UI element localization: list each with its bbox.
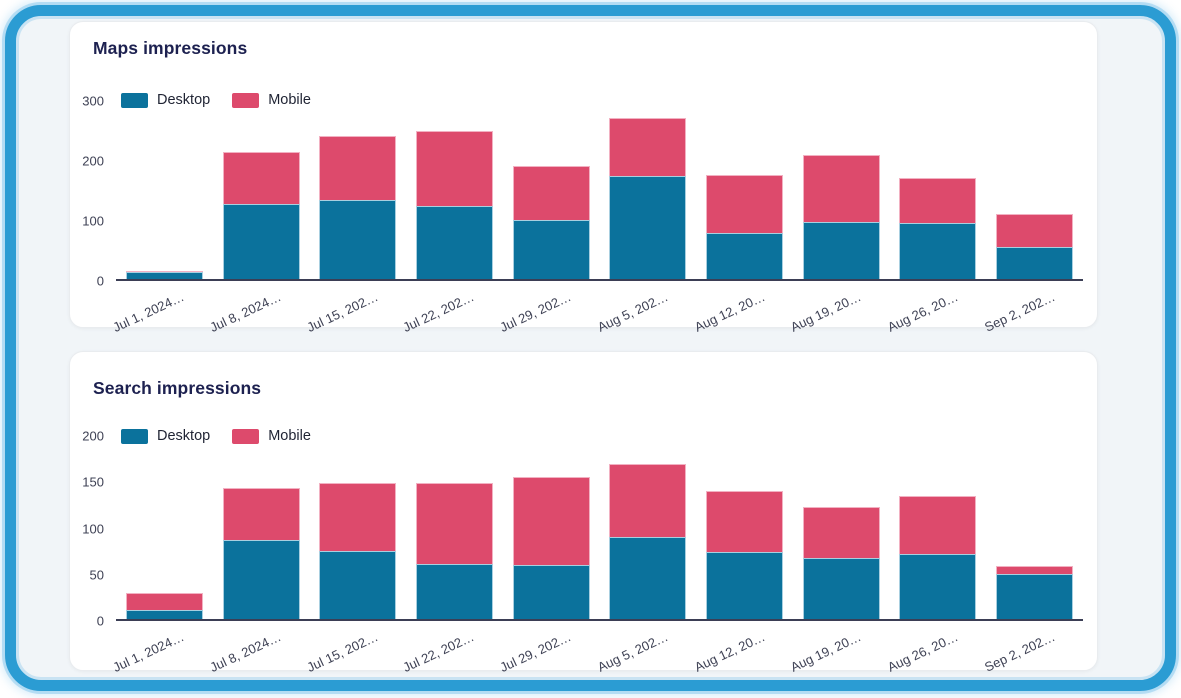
bar-segment-mobile[interactable] (512, 477, 590, 566)
bar-segment-desktop[interactable] (899, 554, 977, 619)
bar-segment-mobile[interactable] (222, 152, 300, 204)
bar-group (802, 507, 880, 619)
bar-segment-desktop[interactable] (802, 222, 880, 279)
bar-segment-desktop[interactable] (996, 573, 1074, 619)
bar-group (319, 135, 397, 279)
bar-segment-desktop[interactable] (609, 536, 687, 619)
bar-group (415, 483, 493, 619)
bar-segment-desktop[interactable] (415, 564, 493, 619)
decorative-border-frame: Maps impressions Desktop Mobile 0 100 200 3… (5, 5, 1176, 691)
bar-segment-mobile[interactable] (319, 483, 397, 552)
bar-segment-mobile[interactable] (125, 593, 203, 610)
bar-segment-desktop[interactable] (512, 219, 590, 279)
x-axis: Jul 1, 2024… Jul 8, 2024… Jul 15, 202… Jul … (111, 629, 1083, 681)
legend-item-desktop: Desktop (121, 428, 210, 444)
bar-segment-mobile[interactable] (222, 487, 300, 541)
bar-segment-mobile[interactable] (319, 135, 397, 200)
bar-segment-desktop[interactable] (319, 551, 397, 619)
bar-group (996, 214, 1074, 279)
legend-label-desktop: Desktop (157, 428, 211, 444)
y-axis: 0 100 200 300 (70, 94, 110, 289)
y-axis-tick-label: 200 (82, 153, 104, 169)
bar-segment-mobile[interactable] (706, 491, 784, 553)
bar-segment-desktop[interactable] (996, 246, 1074, 279)
legend-label-desktop: Desktop (157, 92, 211, 108)
bar-segment-desktop[interactable] (415, 205, 493, 279)
bar-group (609, 118, 687, 279)
legend-item-mobile: Mobile (232, 92, 311, 108)
bar-group (319, 483, 397, 619)
chart-legend: Desktop Mobile (121, 92, 311, 108)
chart-title: Search impressions (93, 378, 262, 398)
bar-group (415, 130, 493, 279)
legend-item-desktop: Desktop (121, 92, 210, 108)
y-axis-tick-label: 0 (96, 273, 104, 289)
bar-segment-desktop[interactable] (222, 540, 300, 619)
bar-group (899, 178, 977, 279)
legend-item-mobile: Mobile (232, 428, 311, 444)
bar-group (222, 487, 300, 619)
bar-segment-mobile[interactable] (706, 175, 784, 234)
bar-segment-mobile[interactable] (899, 495, 977, 555)
bar-segment-desktop[interactable] (706, 233, 784, 279)
y-axis-tick-label: 300 (82, 93, 104, 109)
bar-group (706, 491, 784, 619)
bar-segment-desktop[interactable] (512, 565, 590, 619)
desktop-swatch-icon (121, 92, 148, 108)
desktop-swatch-icon (121, 428, 148, 444)
bar-segment-desktop[interactable] (899, 223, 977, 279)
bar-segment-desktop[interactable] (802, 557, 880, 619)
y-axis-tick-label: 0 (96, 613, 104, 629)
mobile-swatch-icon (232, 428, 260, 444)
legend-label-mobile: Mobile (268, 92, 311, 108)
bar-group (609, 463, 687, 619)
y-axis-tick-label: 50 (89, 567, 104, 583)
bar-segment-mobile[interactable] (125, 270, 203, 272)
search-impressions-card: Search impressions Desktop Mobile 0 50 100… (69, 351, 1098, 675)
bar-segment-mobile[interactable] (512, 165, 590, 220)
bar-segment-mobile[interactable] (415, 483, 493, 565)
plot-area (116, 101, 1083, 281)
chart-title: Maps impressions (93, 38, 248, 58)
bar-segment-desktop[interactable] (319, 199, 397, 279)
bar-segment-desktop[interactable] (125, 609, 203, 619)
bar-group (512, 165, 590, 279)
y-axis-tick-label: 200 (82, 428, 104, 444)
y-axis-tick-label: 100 (82, 213, 104, 229)
bar-segment-desktop[interactable] (125, 271, 203, 279)
bar-group (996, 566, 1074, 619)
x-axis: Jul 1, 2024… Jul 8, 2024… Jul 15, 202… Jul … (111, 289, 1083, 341)
bar-group (899, 495, 977, 619)
bar-segment-mobile[interactable] (802, 154, 880, 222)
y-axis-tick-label: 100 (82, 521, 104, 536)
legend-label-mobile: Mobile (268, 428, 311, 444)
bar-segment-mobile[interactable] (609, 463, 687, 537)
bar-segment-mobile[interactable] (996, 566, 1074, 574)
bar-group (512, 477, 590, 619)
y-axis: 0 50 100 150 200 (70, 429, 110, 629)
bar-group (125, 593, 203, 619)
bar-group (125, 270, 203, 279)
bar-group (222, 152, 300, 279)
maps-impressions-card: Maps impressions Desktop Mobile 0 100 200 3… (69, 21, 1098, 335)
bar-segment-mobile[interactable] (609, 118, 687, 176)
mobile-swatch-icon (232, 92, 260, 108)
bar-segment-mobile[interactable] (996, 214, 1074, 247)
bar-segment-mobile[interactable] (899, 178, 977, 224)
bar-segment-desktop[interactable] (609, 175, 687, 279)
chart-legend: Desktop Mobile (121, 428, 311, 444)
y-axis-tick-label: 150 (82, 474, 104, 490)
bar-segment-mobile[interactable] (802, 507, 880, 558)
bar-segment-mobile[interactable] (415, 130, 493, 206)
bar-group (706, 175, 784, 279)
bar-segment-desktop[interactable] (706, 552, 784, 619)
plot-area (116, 436, 1083, 621)
dashboard-canvas: Maps impressions Desktop Mobile 0 100 200 3… (16, 16, 1165, 680)
bar-group (802, 154, 880, 279)
bar-segment-desktop[interactable] (222, 204, 300, 279)
